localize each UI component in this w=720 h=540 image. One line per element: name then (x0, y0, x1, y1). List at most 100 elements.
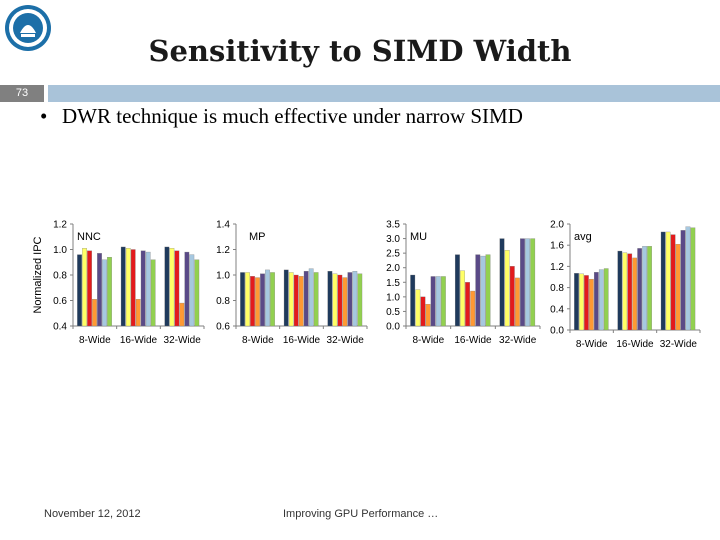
x-tick-label: 16-Wide (616, 339, 654, 350)
bar-8-wide-s2 (82, 248, 87, 327)
bar-8-wide-s3 (250, 276, 255, 327)
header-bar (48, 85, 720, 102)
bar-8-wide-s6 (265, 269, 270, 327)
y-tick-label: 1.2 (53, 220, 67, 231)
bar-32-wide-s7 (530, 238, 536, 327)
x-tick-label: 32-Wide (327, 335, 365, 346)
bar-16-wide-s3 (465, 282, 470, 327)
bar-16-wide-s5 (140, 250, 146, 327)
bar-8-wide-s4 (92, 299, 97, 327)
bar-16-wide-s1 (120, 246, 126, 327)
y-tick-label: 1.4 (216, 220, 230, 231)
x-tick-label: 32-Wide (164, 335, 202, 346)
bar-32-wide-s6 (189, 254, 195, 327)
seal-emblem (20, 25, 36, 33)
bar-8-wide-s5 (97, 253, 102, 327)
slide-title: Sensitivity to SIMD Width (148, 34, 572, 68)
bar-32-wide-s4 (514, 277, 520, 327)
bar-8-wide-s7 (440, 276, 446, 327)
bar-8-wide-s4 (425, 303, 431, 327)
bar-16-wide-s2 (125, 248, 131, 327)
bar-32-wide-s1 (499, 238, 505, 327)
bar-32-wide-s1 (660, 231, 666, 331)
y-tick-label: 1.2 (216, 245, 230, 256)
seal-emblem-base (21, 34, 35, 37)
y-tick-label: 0.6 (53, 296, 67, 307)
bar-32-wide-s2 (504, 250, 510, 327)
bar-8-wide-s2 (579, 273, 584, 331)
bar-8-wide-s4 (255, 277, 260, 327)
bar-16-wide-s6 (480, 255, 486, 327)
bar-8-wide-s6 (598, 269, 604, 331)
y-tick-label: 0.8 (216, 296, 230, 307)
bar-32-wide-s1 (327, 271, 333, 327)
bar-16-wide-s7 (485, 254, 491, 327)
bar-8-wide-s1 (574, 273, 579, 331)
bar-32-wide-s7 (194, 259, 200, 327)
x-tick-label: 16-Wide (283, 335, 321, 346)
y-tick-label: 2.0 (386, 263, 400, 274)
bar-16-wide-s2 (460, 270, 465, 327)
bar-8-wide-s2 (415, 289, 421, 327)
y-tick-label: 2.0 (550, 220, 564, 231)
y-tick-label: 0.5 (386, 307, 400, 318)
bar-16-wide-s5 (637, 248, 642, 331)
bar-8-wide-s1 (240, 272, 245, 327)
bar-16-wide-s1 (454, 254, 460, 327)
y-tick-label: 3.5 (386, 220, 400, 231)
bar-16-wide-s2 (622, 252, 628, 331)
bar-16-wide-s7 (313, 272, 319, 327)
x-tick-label: 8-Wide (412, 335, 444, 346)
bar-8-wide-s4 (589, 278, 594, 331)
bar-32-wide-s3 (509, 266, 515, 327)
bullet-point: • DWR technique is much effective under n… (40, 104, 523, 129)
bar-16-wide-s3 (130, 249, 136, 327)
bar-16-wide-s4 (632, 257, 638, 331)
bar-32-wide-s4 (179, 302, 185, 327)
bar-8-wide-s1 (410, 274, 416, 327)
bar-16-wide-s3 (293, 274, 299, 327)
bar-8-wide-s5 (430, 276, 436, 327)
bar-8-wide-s6 (435, 276, 441, 327)
bullet-marker: • (40, 104, 48, 128)
bar-8-wide-s1 (77, 254, 82, 327)
bullet-text: DWR technique is much effective under na… (62, 104, 523, 128)
bar-16-wide-s1 (283, 269, 289, 327)
y-tick-label: 2.5 (386, 249, 400, 260)
bar-32-wide-s6 (685, 226, 691, 331)
bar-32-wide-s4 (342, 277, 348, 327)
bar-32-wide-s3 (670, 234, 676, 331)
bar-8-wide-s3 (87, 250, 92, 327)
bar-32-wide-s3 (337, 274, 343, 327)
y-tick-label: 0.8 (550, 283, 564, 294)
y-tick-label: 1.0 (53, 245, 67, 256)
bar-8-wide-s6 (102, 259, 107, 327)
bar-32-wide-s3 (174, 250, 180, 327)
bar-16-wide-s4 (470, 290, 476, 327)
bar-32-wide-s2 (665, 231, 671, 331)
bar-16-wide-s2 (288, 272, 294, 327)
bar-8-wide-s7 (603, 268, 609, 331)
y-tick-label: 1.0 (386, 292, 400, 303)
bar-16-wide-s6 (308, 268, 314, 327)
bar-32-wide-s6 (352, 271, 358, 327)
x-tick-label: 32-Wide (499, 335, 537, 346)
bar-16-wide-s7 (150, 259, 156, 327)
bar-32-wide-s6 (525, 238, 530, 327)
footer-title: Improving GPU Performance … (283, 508, 439, 520)
bar-32-wide-s5 (680, 230, 686, 331)
bar-16-wide-s5 (475, 254, 481, 327)
y-tick-label: 1.6 (550, 241, 564, 252)
y-tick-label: 0.4 (53, 322, 67, 333)
bar-16-wide-s3 (627, 253, 633, 331)
y-tick-label: 0.6 (216, 322, 230, 333)
bar-8-wide-s2 (245, 272, 250, 327)
chart-title-mp: MP (249, 231, 266, 243)
bar-32-wide-s1 (164, 246, 170, 327)
bar-8-wide-s5 (260, 273, 265, 327)
bar-8-wide-s3 (420, 296, 426, 327)
chart-title-mu: MU (410, 231, 427, 243)
bar-32-wide-s5 (520, 238, 525, 327)
bar-8-wide-s5 (593, 272, 599, 331)
slide-number: 73 (0, 85, 44, 102)
